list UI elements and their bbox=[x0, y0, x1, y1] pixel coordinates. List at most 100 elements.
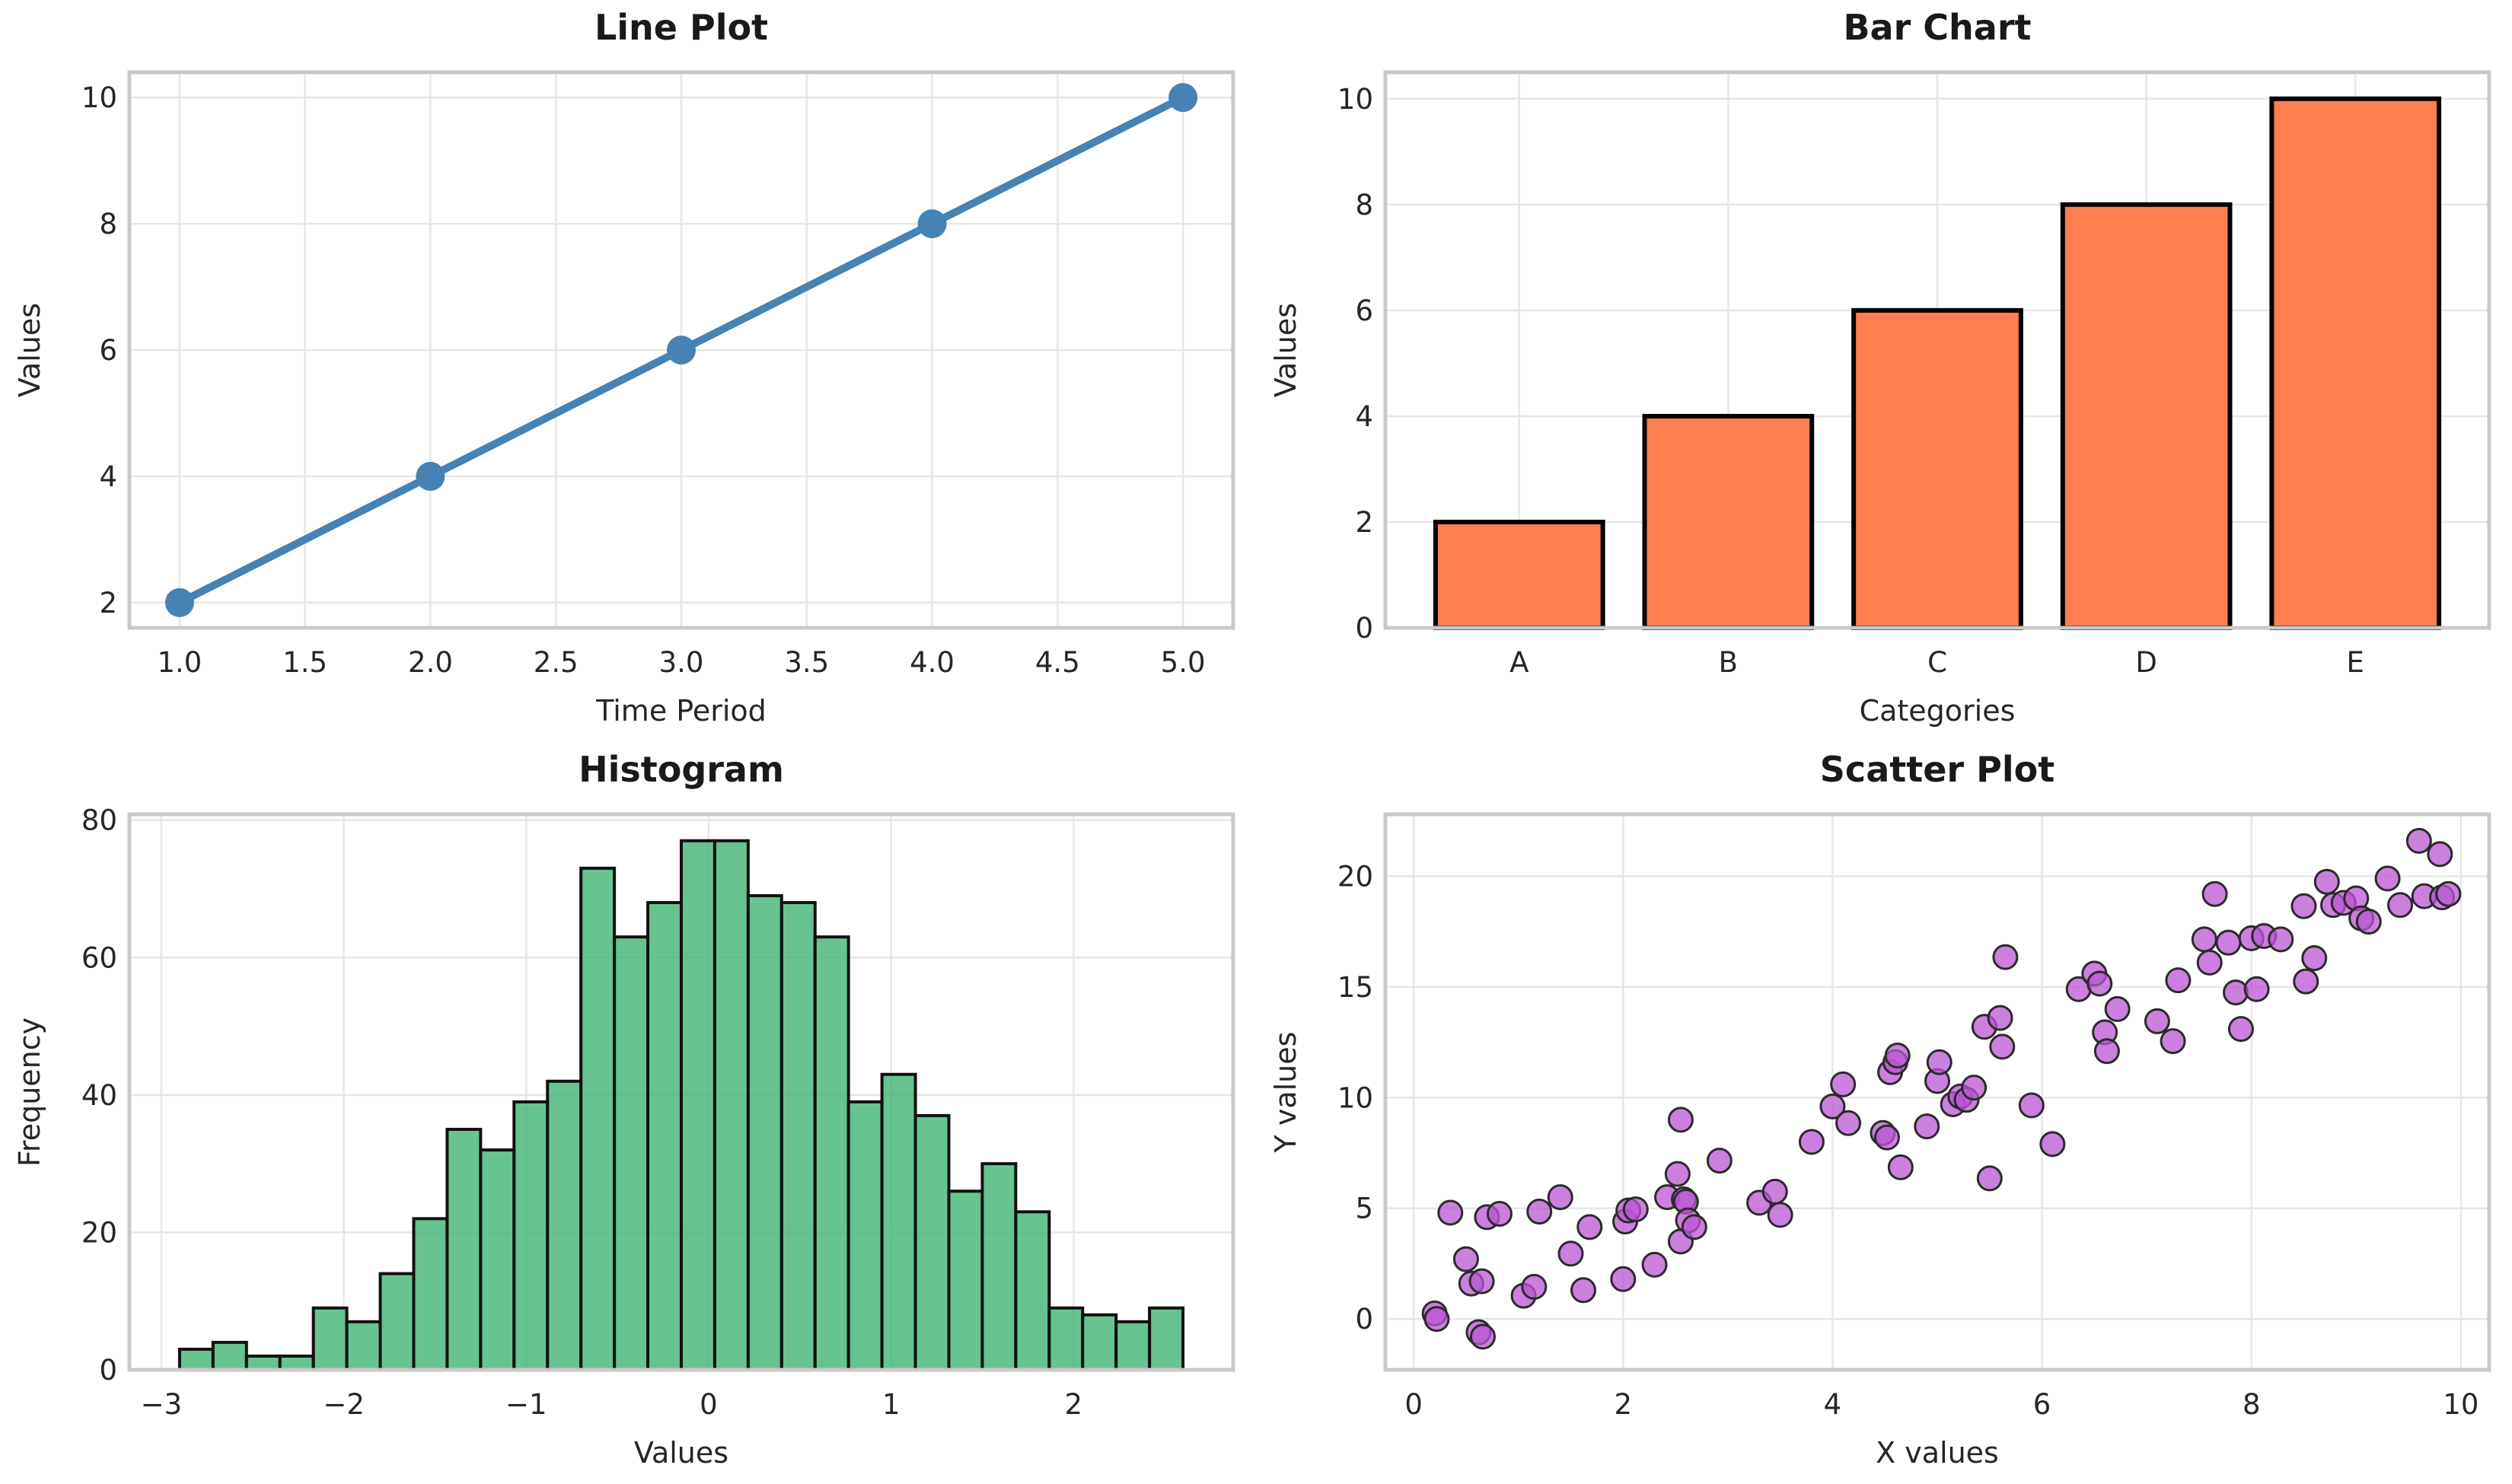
histogram-bin bbox=[846, 1100, 884, 1371]
scatter-point bbox=[1437, 1199, 1464, 1226]
scatter-point bbox=[2227, 1016, 2254, 1043]
histogram-bin bbox=[512, 1100, 550, 1371]
x-tick-label: B bbox=[1719, 646, 1738, 679]
scatter-point bbox=[2290, 893, 2317, 919]
x-tick-label: 3.5 bbox=[784, 646, 829, 679]
scatter-point bbox=[1468, 1268, 1495, 1295]
chart-bar-chart: Bar Chart Categories Values A B C D E 0 2 4 6 8 10 bbox=[1256, 0, 2512, 742]
scatter-point bbox=[2313, 868, 2340, 895]
y-axis-label: Y values bbox=[1269, 1032, 1302, 1154]
scatter-point bbox=[1914, 1113, 1940, 1140]
scatter-point bbox=[1641, 1251, 1668, 1278]
scatter-point bbox=[1761, 1178, 1788, 1205]
y-tick-label: 80 bbox=[81, 804, 117, 837]
histogram-bin bbox=[211, 1340, 248, 1371]
bar bbox=[2060, 202, 2233, 630]
histogram-bin bbox=[345, 1320, 382, 1371]
scatter-point bbox=[1989, 1033, 2016, 1060]
scatter-point bbox=[2086, 970, 2113, 997]
scatter-point bbox=[2160, 1028, 2186, 1055]
x-tick-label: 4.5 bbox=[1035, 646, 1080, 679]
chart-line-plot: Line Plot Time Period Values 1.0 1.5 2.0 2.5 3.… bbox=[0, 0, 1256, 742]
chart-histogram: Histogram Values Frequency −3 −2 −1 0 1 2 0 20 40 60… bbox=[0, 742, 1256, 1484]
histogram-bin bbox=[712, 839, 750, 1371]
x-tick-label: 2 bbox=[1615, 1388, 1633, 1421]
scatter-point bbox=[2196, 949, 2223, 976]
histogram-bin bbox=[746, 893, 783, 1371]
scatter-point bbox=[2435, 881, 2462, 907]
y-tick-label: 0 bbox=[99, 1354, 117, 1387]
y-tick-label: 60 bbox=[81, 941, 117, 974]
y-tick-label: 0 bbox=[1355, 612, 1373, 645]
scatter-point bbox=[1610, 1266, 1637, 1292]
x-tick-label: 1.0 bbox=[157, 646, 202, 679]
scatter-point bbox=[1622, 1196, 1649, 1223]
scatter-point bbox=[1873, 1124, 1900, 1151]
scatter-point bbox=[2093, 1038, 2120, 1065]
y-axis-label: Values bbox=[13, 303, 46, 397]
histogram-bin bbox=[1114, 1320, 1152, 1371]
histogram-bin bbox=[613, 935, 650, 1371]
scatter-point bbox=[1819, 1093, 1846, 1119]
x-axis-label: Time Period bbox=[595, 694, 767, 728]
histogram-bin bbox=[177, 1347, 215, 1371]
scatter-point bbox=[1521, 1273, 1548, 1300]
scatter-point bbox=[2301, 945, 2328, 972]
line-marker bbox=[164, 588, 194, 617]
y-tick-label: 20 bbox=[1337, 860, 1373, 893]
y-tick-label: 40 bbox=[81, 1079, 117, 1112]
plot-frame bbox=[127, 812, 1235, 1372]
scatter-point bbox=[2355, 909, 2382, 935]
histogram-bin bbox=[1081, 1313, 1118, 1371]
chart-title: Scatter Plot bbox=[1820, 749, 2055, 790]
x-tick-label: 10 bbox=[2443, 1388, 2479, 1421]
scatter-point bbox=[1798, 1129, 1825, 1155]
scatter-point bbox=[1961, 1075, 1988, 1101]
scatter-point bbox=[2018, 1092, 2045, 1119]
bar-chart-canvas: Bar Chart Categories Values A B C D E 0 2 4 6 8 10 bbox=[1256, 0, 2512, 742]
line-marker bbox=[416, 461, 445, 491]
x-tick-label: 2.5 bbox=[534, 646, 579, 679]
x-tick-label: E bbox=[2347, 646, 2364, 679]
histogram-bin bbox=[779, 901, 817, 1371]
x-tick-label: −2 bbox=[323, 1388, 365, 1421]
histogram-bin bbox=[579, 866, 617, 1371]
scatter-point bbox=[1887, 1154, 1914, 1180]
y-tick-label: 8 bbox=[99, 208, 117, 240]
scatter-point bbox=[1452, 1246, 1479, 1272]
histogram-bin bbox=[1148, 1306, 1185, 1371]
y-tick-label: 5 bbox=[1355, 1193, 1373, 1225]
y-tick-label: 10 bbox=[81, 81, 117, 114]
scatter-point bbox=[2293, 968, 2319, 995]
y-tick-label: 4 bbox=[1355, 400, 1373, 433]
x-axis-label: X values bbox=[1876, 1436, 1999, 1470]
scatter-point bbox=[2268, 926, 2294, 953]
scatter-point bbox=[1884, 1043, 1911, 1069]
scatter-point bbox=[2165, 967, 2192, 994]
bar bbox=[1851, 307, 2023, 630]
y-tick-label: 2 bbox=[99, 587, 117, 619]
scatter-point bbox=[1681, 1214, 1707, 1240]
y-tick-label: 15 bbox=[1337, 971, 1373, 1004]
y-tick-label: 6 bbox=[1355, 295, 1373, 327]
y-tick-label: 20 bbox=[81, 1216, 117, 1249]
y-tick-label: 8 bbox=[1355, 189, 1373, 221]
scatter-point bbox=[1835, 1110, 1862, 1136]
y-tick-label: 10 bbox=[1337, 1081, 1373, 1114]
y-tick-label: 6 bbox=[99, 334, 117, 367]
scatter-point bbox=[2427, 841, 2453, 868]
scatter-point bbox=[1706, 1148, 1733, 1174]
scatter-point bbox=[1570, 1277, 1597, 1304]
scatter-point bbox=[1667, 1107, 1694, 1133]
y-tick-label: 10 bbox=[1337, 83, 1373, 116]
bar bbox=[2269, 96, 2442, 630]
scatter-plot-canvas: Scatter Plot X values Y values 0 2 4 6 8 10 0 5 10 1… bbox=[1256, 742, 2512, 1484]
line-marker bbox=[917, 209, 947, 239]
y-tick-label: 2 bbox=[1355, 506, 1373, 539]
histogram-bin bbox=[947, 1189, 984, 1371]
y-tick-label: 4 bbox=[99, 460, 117, 493]
histogram-bin bbox=[244, 1354, 282, 1372]
scatter-point bbox=[2104, 995, 2131, 1022]
x-tick-label: 2 bbox=[1065, 1388, 1083, 1421]
